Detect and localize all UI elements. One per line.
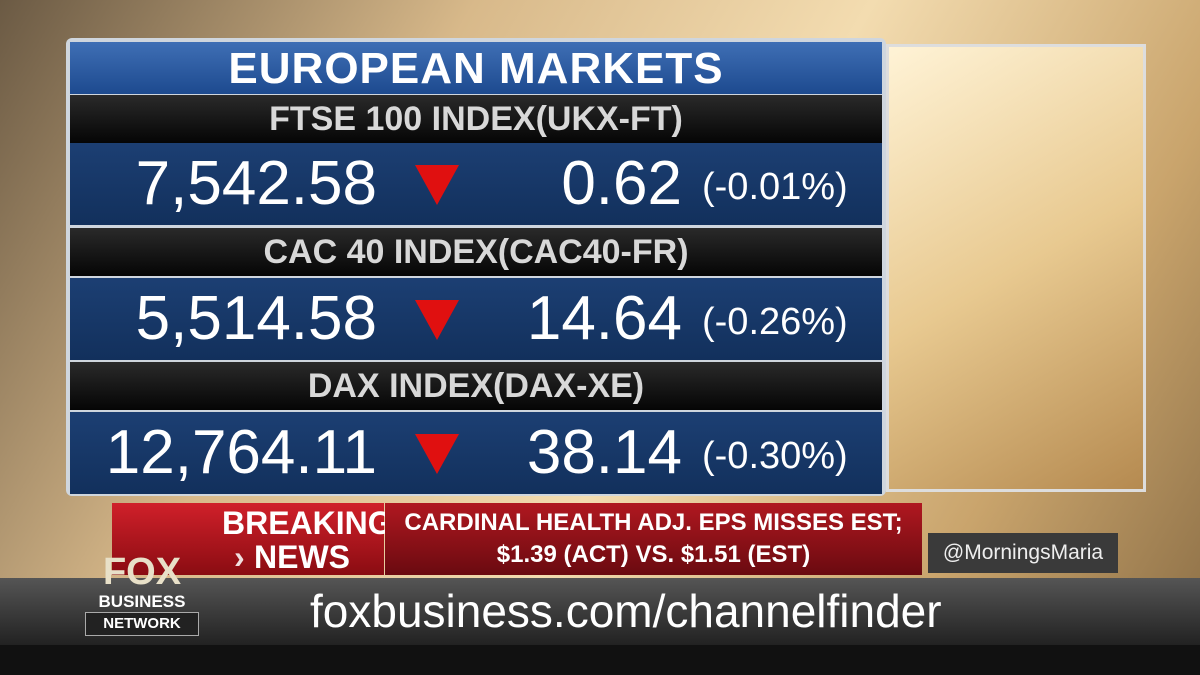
- index-name: FTSE 100 INDEX: [269, 100, 536, 138]
- index-percent: (-0.26%): [702, 301, 848, 343]
- background-image: [886, 44, 1146, 492]
- social-handle: @MorningsMaria: [928, 533, 1118, 573]
- index-value: 5,514.58: [135, 284, 377, 353]
- breaking-bottom: NEWS: [254, 539, 350, 575]
- down-arrow: [415, 300, 459, 340]
- headline: CARDINAL HEALTH ADJ. EPS MISSES EST; $1.…: [385, 503, 922, 575]
- network-logo: FOX BUSINESS NETWORK: [85, 552, 199, 640]
- down-arrow: [415, 434, 459, 474]
- index-value: 12,764.11: [105, 418, 377, 487]
- headline-line: CARDINAL HEALTH ADJ. EPS MISSES EST;: [404, 509, 903, 536]
- markets-panel: EUROPEAN MARKETS FTSE 100 INDEX(UKX-FT) 7…: [66, 38, 886, 496]
- index-value: 7,542.58: [135, 149, 377, 218]
- index-change: 14.64: [526, 284, 682, 353]
- index-name: CAC 40 INDEX: [263, 233, 498, 271]
- breaking-label: BREAKING › NEWS: [112, 503, 393, 575]
- breaking-top: BREAKING: [222, 505, 393, 541]
- index-percent: (-0.01%): [702, 166, 848, 208]
- index-header: CAC 40 INDEX(CAC40-FR): [70, 228, 882, 276]
- logo-middle: BUSINESS: [98, 592, 186, 611]
- index-change: 38.14: [526, 418, 682, 487]
- index-values: 5,514.58 14.64 (-0.26%): [70, 278, 882, 360]
- index-header: FTSE 100 INDEX(UKX-FT): [70, 95, 882, 143]
- logo-top: FOX: [102, 551, 182, 593]
- logo-bottom: NETWORK: [85, 612, 199, 636]
- panel-title: EUROPEAN MARKETS: [70, 42, 882, 94]
- index-change: 0.62: [561, 149, 682, 218]
- chevron: ›: [234, 539, 245, 575]
- index-values: 12,764.11 38.14 (-0.30%): [70, 412, 882, 494]
- bottom-bar: [0, 645, 1200, 675]
- headline-line: $1.39 (ACT) VS. $1.51 (EST): [496, 541, 811, 568]
- index-symbol: (CAC40-FR): [497, 233, 689, 271]
- index-header: DAX INDEX(DAX-XE): [70, 362, 882, 410]
- index-percent: (-0.30%): [702, 435, 848, 477]
- index-symbol: (UKX-FT): [535, 100, 683, 138]
- ticker-strip: [0, 578, 1200, 645]
- ticker-url: foxbusiness.com/channelfinder: [310, 585, 942, 637]
- index-values: 7,542.58 0.62 (-0.01%): [70, 143, 882, 225]
- down-arrow: [415, 165, 459, 205]
- index-name: DAX INDEX: [307, 367, 494, 405]
- index-symbol: (DAX-XE): [493, 367, 645, 405]
